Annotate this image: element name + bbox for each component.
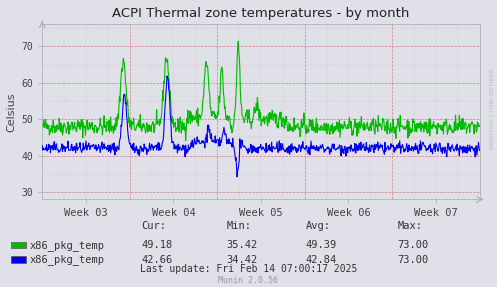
Text: Cur:: Cur: bbox=[142, 221, 166, 231]
Text: x86_pkg_temp: x86_pkg_temp bbox=[30, 254, 105, 265]
Text: x86_pkg_temp: x86_pkg_temp bbox=[30, 240, 105, 251]
Text: 49.39: 49.39 bbox=[306, 241, 337, 250]
Text: 35.42: 35.42 bbox=[226, 241, 257, 250]
Text: 42.66: 42.66 bbox=[142, 255, 173, 265]
Text: 49.18: 49.18 bbox=[142, 241, 173, 250]
Title: ACPI Thermal zone temperatures - by month: ACPI Thermal zone temperatures - by mont… bbox=[112, 7, 410, 20]
Text: Min:: Min: bbox=[226, 221, 251, 231]
Text: Last update: Fri Feb 14 07:00:17 2025: Last update: Fri Feb 14 07:00:17 2025 bbox=[140, 264, 357, 274]
Text: 73.00: 73.00 bbox=[398, 255, 429, 265]
Text: 42.84: 42.84 bbox=[306, 255, 337, 265]
Text: Avg:: Avg: bbox=[306, 221, 331, 231]
Y-axis label: Celsius: Celsius bbox=[6, 92, 16, 132]
Text: 34.42: 34.42 bbox=[226, 255, 257, 265]
Text: Munin 2.0.56: Munin 2.0.56 bbox=[219, 276, 278, 285]
Text: RRDTOOL / TOBI OETIKER: RRDTOOL / TOBI OETIKER bbox=[490, 69, 495, 150]
Text: Max:: Max: bbox=[398, 221, 422, 231]
Text: 73.00: 73.00 bbox=[398, 241, 429, 250]
